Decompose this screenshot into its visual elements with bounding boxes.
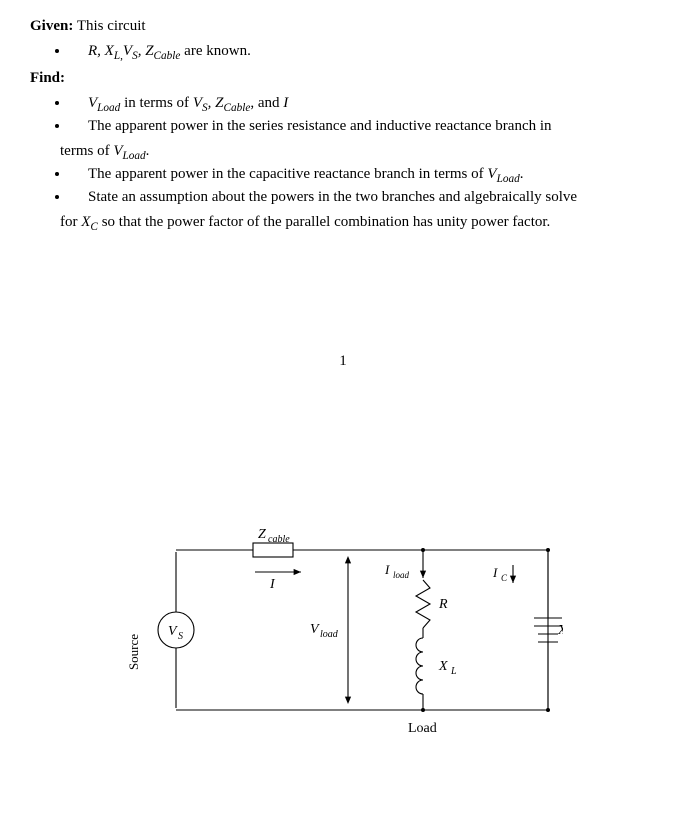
find-bullet-0: VLoad in terms of VS, ZCable, and I (70, 95, 656, 114)
svg-text:V: V (168, 624, 178, 639)
find-section: Find: VLoad in terms of VS, ZCable, and … (30, 70, 656, 233)
svg-text:V: V (310, 622, 320, 637)
circuit-svg: SourceVSZcableIVloadIloadRXLICXCLoad (123, 510, 563, 740)
svg-text:Load: Load (408, 721, 437, 736)
svg-text:C: C (501, 573, 508, 583)
svg-text:load: load (393, 570, 410, 580)
svg-text:Source: Source (126, 634, 141, 670)
given-section: Given: This circuit R, XL,VS, ZCable are… (30, 18, 656, 62)
svg-text:load: load (320, 629, 339, 640)
given-bullet-0: R, XL,VS, ZCable are known. (70, 43, 656, 62)
circuit-diagram: SourceVSZcableIVloadIloadRXLICXCLoad (30, 510, 656, 740)
find-bullet-3: State an assumption about the powers in … (70, 189, 656, 206)
given-label: Given: (30, 18, 73, 34)
find-cont-2: for XC so that the power factor of the p… (60, 214, 656, 233)
find-cont-1: terms of VLoad. (60, 143, 656, 162)
find-bullet-2: The apparent power in the capacitive rea… (70, 166, 656, 185)
svg-text:R: R (438, 597, 448, 612)
svg-text:cable: cable (268, 534, 290, 545)
svg-text:I: I (384, 562, 390, 577)
find-bullets-2: The apparent power in the capacitive rea… (70, 166, 656, 206)
svg-text:L: L (450, 666, 457, 677)
svg-text:I: I (269, 577, 276, 592)
svg-text:S: S (178, 631, 183, 642)
find-bullet-1: The apparent power in the series resista… (70, 118, 656, 135)
svg-text:I: I (492, 565, 498, 580)
page-number: 1 (30, 353, 656, 370)
svg-text:Z: Z (258, 527, 266, 542)
find-bullets: VLoad in terms of VS, ZCable, and I The … (70, 95, 656, 135)
svg-text:X: X (557, 623, 563, 638)
given-bullets: R, XL,VS, ZCable are known. (70, 43, 656, 62)
find-label: Find: (30, 70, 65, 86)
given-text: This circuit (73, 18, 145, 34)
svg-text:X: X (438, 659, 448, 674)
